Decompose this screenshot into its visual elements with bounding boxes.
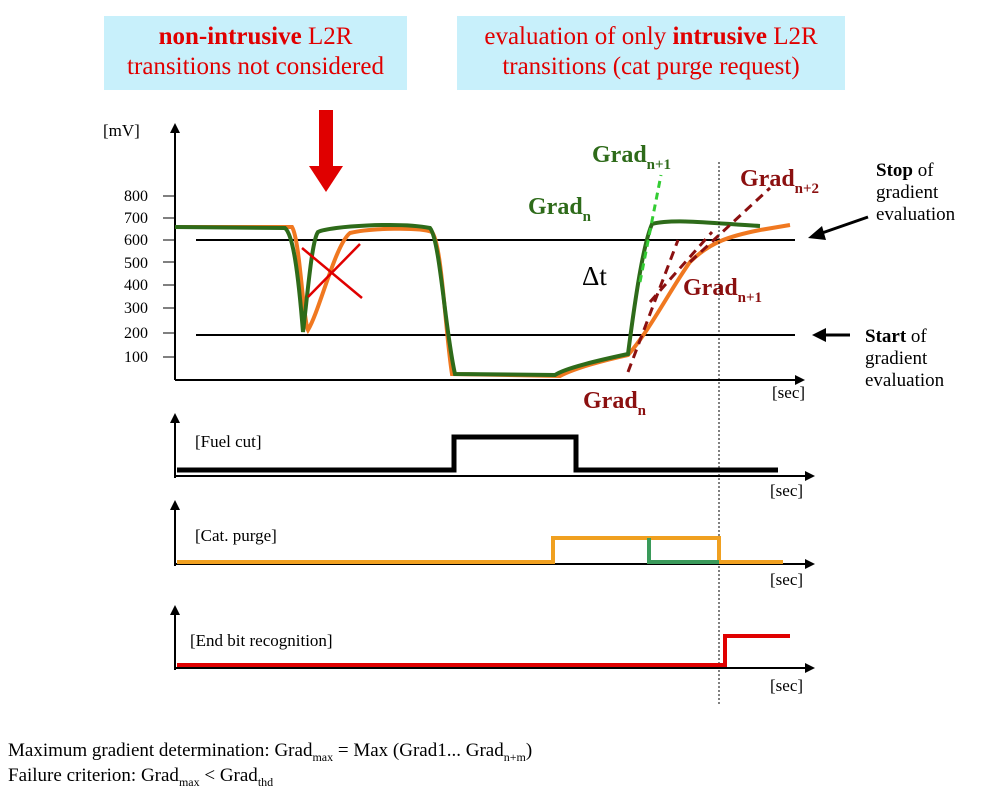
grad-n1-green-label: Gradn+1 — [592, 142, 671, 173]
end-bit-x-unit: [sec] — [770, 676, 803, 695]
start-rest: of — [906, 326, 927, 347]
start-bold: Start — [865, 326, 907, 347]
start-line3: evaluation — [865, 370, 945, 391]
main-chart: [mV] [sec] 800 700 600 500 400 300 200 1… — [103, 121, 869, 419]
fuel-cut-x-unit: [sec] — [770, 481, 803, 500]
stop-note: Stop of gradient evaluation — [876, 160, 955, 226]
cat-purge-signal — [177, 536, 783, 564]
end-bit-label: [End bit recognition] — [190, 631, 333, 650]
y-unit-label: [mV] — [103, 121, 140, 140]
start-line2: gradient — [865, 348, 928, 369]
green-sensor-curve — [174, 219, 761, 378]
red-down-arrow-icon — [309, 110, 343, 192]
max-gradient-formula: Maximum gradient determination: Gradmax … — [8, 740, 533, 764]
y-tick-label: 800 — [124, 188, 148, 205]
cat-purge-label: [Cat. purge] — [195, 526, 277, 545]
grad-n1-red-label: Gradn+1 — [683, 275, 762, 306]
stop-line3: evaluation — [876, 204, 956, 225]
cat-purge-alt-signal — [647, 538, 719, 564]
grad-n1-red-dashed — [648, 231, 714, 303]
cat-purge-chart: [Cat. purge] [sec] — [170, 500, 815, 589]
non-intrusive-note-box: non-intrusive L2R transitions not consid… — [104, 16, 407, 90]
intrusive-line2: transitions (cat purge request) — [502, 53, 800, 80]
intrusive-rest: L2R — [766, 23, 818, 50]
x-unit-label: [sec] — [772, 383, 805, 402]
stop-rest: of — [912, 160, 934, 181]
non-intrusive-line2: transitions not considered — [127, 53, 384, 80]
grad-n-red-label: Gradn — [583, 388, 647, 419]
intrusive-note-box: evaluation of only intrusive L2R transit… — [457, 16, 845, 90]
stop-line2: gradient — [876, 182, 939, 203]
fuel-cut-chart: [Fuel cut] [sec] — [170, 413, 815, 500]
intrusive-bold: intrusive — [672, 23, 767, 50]
grad-n1-green-dashed — [638, 174, 663, 283]
grad-n-green-label: Gradn — [528, 194, 592, 225]
non-intrusive-rest: L2R — [301, 23, 353, 50]
delta-t-label: Δt — [582, 261, 607, 291]
failure-criterion-formula: Failure criterion: Gradmax < Gradthd — [8, 765, 274, 789]
stop-bold: Stop — [876, 160, 913, 181]
fuel-cut-label: [Fuel cut] — [195, 432, 262, 451]
y-tick-label: 300 — [124, 300, 148, 317]
start-arrow-icon — [812, 328, 850, 342]
y-ticks — [163, 195, 175, 358]
end-bit-chart: [End bit recognition] [sec] — [170, 605, 815, 695]
y-tick-label: 700 — [124, 210, 148, 227]
red-x-icon — [301, 243, 363, 299]
fuel-cut-signal — [177, 434, 778, 473]
non-intrusive-bold: non-intrusive — [158, 23, 302, 50]
grad-n2-red-dashed — [688, 186, 772, 264]
y-tick-label: 600 — [124, 232, 148, 249]
y-tick-label: 400 — [124, 277, 148, 294]
intrusive-line1a: evaluation of only — [484, 23, 673, 50]
start-note: Start of gradient evaluation — [865, 326, 944, 392]
y-tick-label: 100 — [124, 349, 148, 366]
y-tick-label: 500 — [124, 255, 148, 272]
grad-n-red-dashed — [626, 239, 680, 373]
grad-n2-red-label: Gradn+2 — [740, 166, 819, 197]
y-tick-label: 200 — [124, 325, 148, 342]
stop-arrow-icon — [808, 215, 869, 240]
end-bit-signal — [177, 634, 790, 667]
cat-purge-x-unit: [sec] — [770, 570, 803, 589]
